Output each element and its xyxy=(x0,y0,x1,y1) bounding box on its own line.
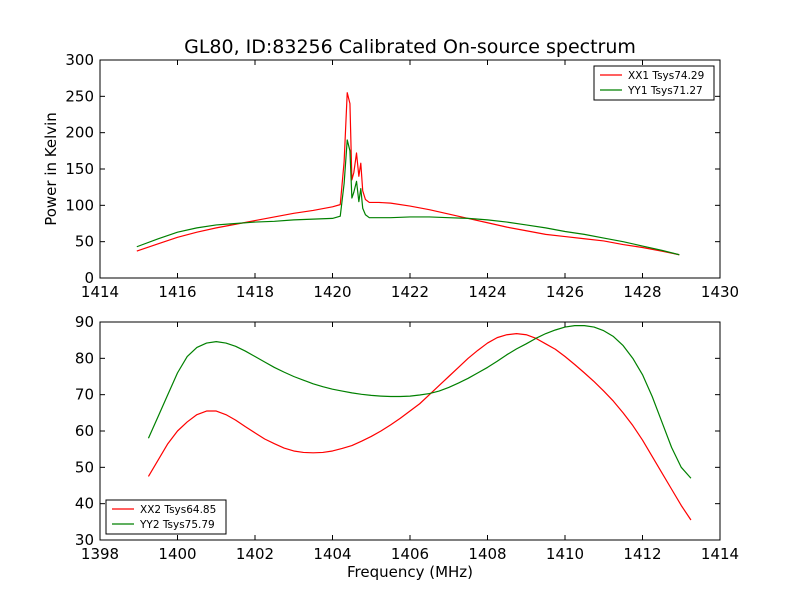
top-spectrum-plot: 1414 1416 1418 1420 1422 1424 1426 1428 1430 0 50 1… xyxy=(65,51,739,301)
y-tick-label: 90 xyxy=(75,313,94,331)
y-tick-label: 70 xyxy=(75,386,94,404)
y-tick-label: 0 xyxy=(84,269,94,287)
y-tick-label: 250 xyxy=(65,87,94,105)
y-tick-label: 100 xyxy=(65,196,94,214)
x-axis-label: Frequency (MHz) xyxy=(347,563,473,581)
legend-label: XX2 Tsys64.85 xyxy=(140,504,216,516)
x-tick-label: 1428 xyxy=(623,283,661,301)
series-line-2 xyxy=(136,139,680,256)
y-tick-label: 40 xyxy=(75,495,94,513)
bottom-spectrum-plot: 1398 1400 1402 1404 1406 1408 1410 1412 1414 30 40… xyxy=(75,313,739,563)
legend-box xyxy=(105,499,227,535)
x-tick-label: 1424 xyxy=(468,283,506,301)
series-line-1 xyxy=(136,92,680,256)
y-tick-label: 60 xyxy=(75,422,94,440)
x-tick-label: 1412 xyxy=(623,545,661,563)
x-tick-label: 1406 xyxy=(391,545,429,563)
x-tick-label: 1410 xyxy=(546,545,584,563)
y-tick-label: 50 xyxy=(75,458,94,476)
x-tick-label: 1402 xyxy=(236,545,274,563)
x-tick-label: 1426 xyxy=(546,283,584,301)
x-tick-label: 1400 xyxy=(158,545,196,563)
x-tick-label: 1430 xyxy=(701,283,739,301)
x-tick-label: 1414 xyxy=(81,283,119,301)
legend: XX2 Tsys64.85 YY2 Tsys75.79 xyxy=(105,499,227,535)
legend: XX1 Tsys74.29 YY1 Tsys71.27 xyxy=(593,65,715,101)
legend-label: YY2 Tsys75.79 xyxy=(139,519,215,531)
series-line-1 xyxy=(147,333,692,521)
x-tick-label: 1420 xyxy=(313,283,351,301)
y-tick-label: 150 xyxy=(65,160,94,178)
x-tick-label: 1416 xyxy=(158,283,196,301)
figure-title: GL80, ID:83256 Calibrated On-source spec… xyxy=(184,36,636,58)
y-tick-label: 200 xyxy=(65,124,94,142)
legend-label: XX1 Tsys74.29 xyxy=(628,70,704,82)
y-tick-label: 80 xyxy=(75,349,94,367)
y-axis-label: Power in Kelvin xyxy=(42,112,60,226)
legend-label: YY1 Tsys71.27 xyxy=(627,85,703,97)
x-tick-label: 1422 xyxy=(391,283,429,301)
y-tick-label: 30 xyxy=(75,531,94,549)
series-line-2 xyxy=(147,325,692,479)
x-tick-label: 1418 xyxy=(236,283,274,301)
y-tick-label: 50 xyxy=(75,233,94,251)
y-tick-label: 300 xyxy=(65,51,94,69)
x-tick-label: 1398 xyxy=(81,545,119,563)
legend-box xyxy=(593,65,715,101)
x-tick-label: 1414 xyxy=(701,545,739,563)
x-tick-label: 1404 xyxy=(313,545,351,563)
x-tick-label: 1408 xyxy=(468,545,506,563)
